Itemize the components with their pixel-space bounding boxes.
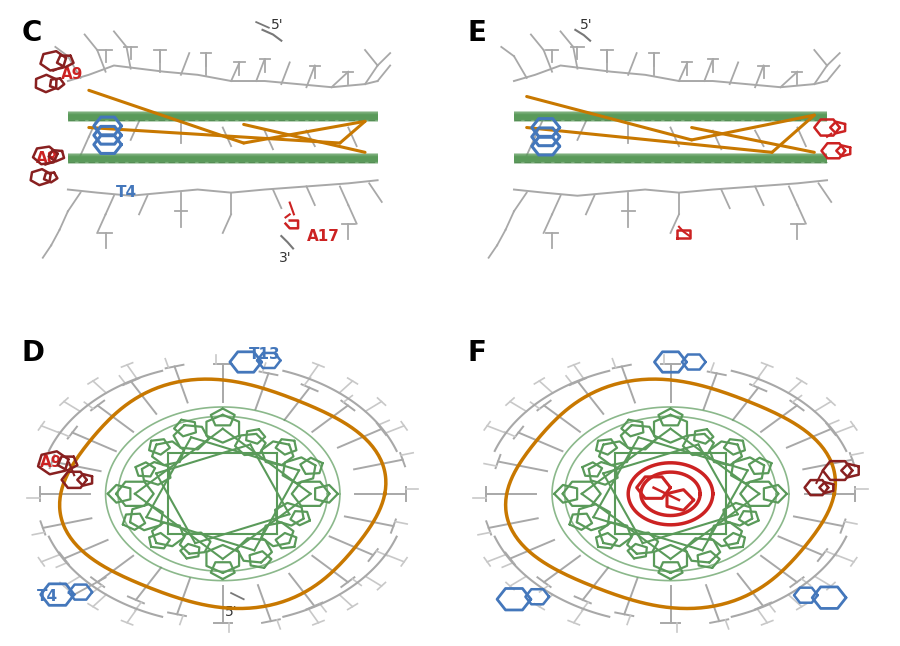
Text: E: E: [467, 19, 486, 47]
Text: T4: T4: [36, 589, 58, 603]
Text: 5': 5': [580, 18, 592, 32]
Text: 5': 5': [271, 18, 284, 32]
Text: A9: A9: [40, 455, 62, 470]
Text: A8: A8: [36, 151, 58, 166]
Text: A17: A17: [307, 229, 339, 244]
Text: C: C: [22, 19, 42, 47]
Text: T13: T13: [248, 347, 281, 362]
Text: A9: A9: [61, 67, 84, 82]
Text: T4: T4: [116, 185, 137, 200]
Text: F: F: [467, 339, 486, 367]
Text: D: D: [22, 339, 45, 367]
Text: 3': 3': [279, 251, 292, 265]
Text: 5': 5': [225, 605, 238, 619]
